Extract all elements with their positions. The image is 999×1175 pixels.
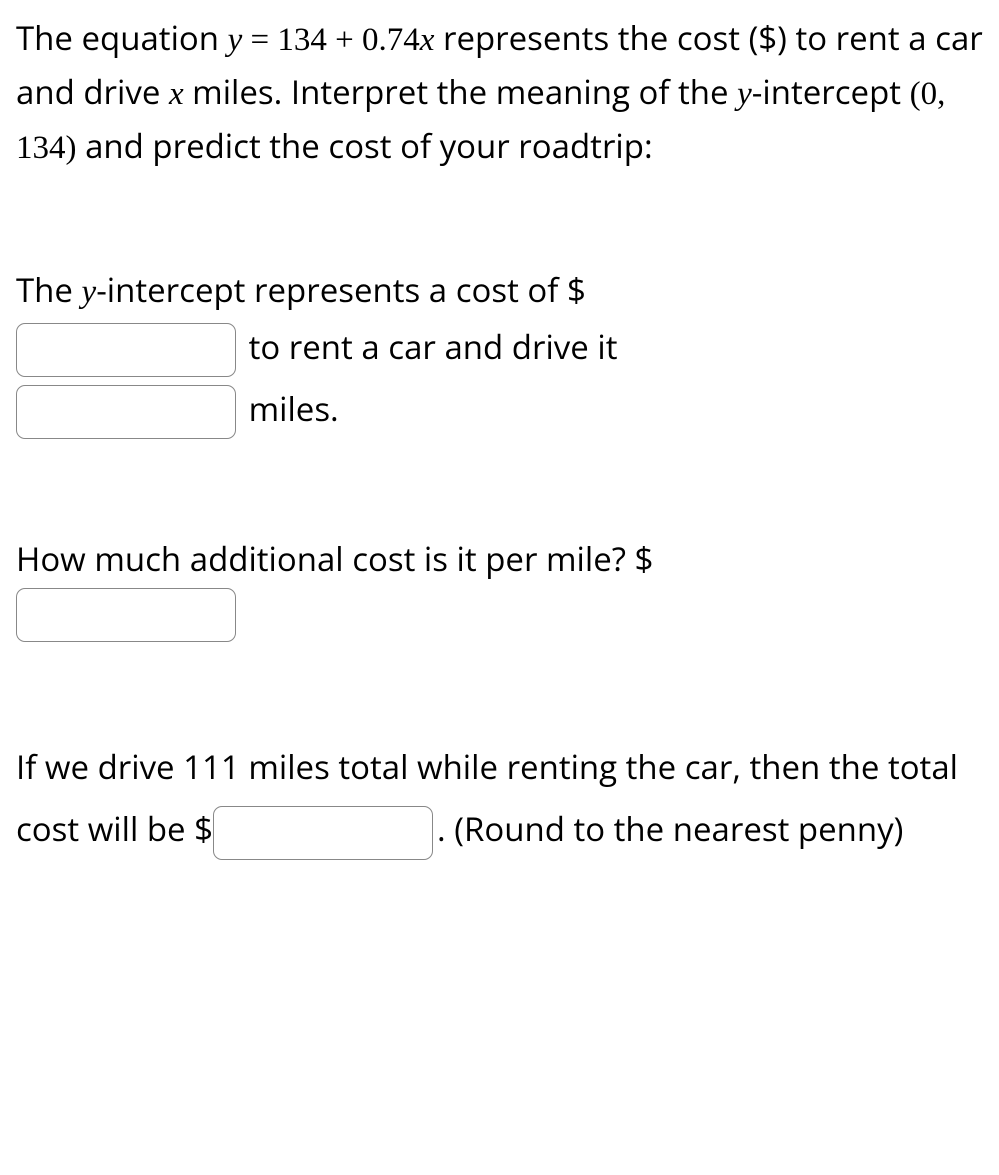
total-cost-input[interactable] bbox=[213, 806, 433, 860]
math-const-a: 134 bbox=[277, 22, 327, 58]
math-y: y bbox=[82, 274, 97, 310]
intercept-y: 134 bbox=[16, 130, 66, 166]
math-y: y bbox=[737, 76, 752, 112]
math-plus: + bbox=[327, 22, 362, 58]
text: and predict the cost of your roadtrip: bbox=[77, 123, 653, 168]
intercept-x: 0 bbox=[921, 76, 938, 112]
math-x: x bbox=[169, 76, 184, 112]
math-equals: = bbox=[242, 22, 277, 58]
text: . (Round to the nearest penny) bbox=[437, 806, 903, 851]
text: -intercept bbox=[752, 69, 910, 114]
paren-close: ) bbox=[66, 130, 77, 166]
math-y: y bbox=[228, 22, 243, 58]
text: How much additional cost is it per mile?… bbox=[16, 536, 653, 581]
question-1: The y-intercept represents a cost of $ t… bbox=[16, 264, 983, 442]
comma: , bbox=[937, 76, 945, 112]
miles-input[interactable] bbox=[16, 385, 236, 439]
math-const-b: 0.74 bbox=[362, 22, 420, 58]
text: miles. Interpret the meaning of the bbox=[184, 69, 738, 114]
text: The equation bbox=[16, 15, 228, 60]
per-mile-cost-input[interactable] bbox=[16, 588, 236, 642]
problem-statement: The equation y = 134 + 0.74x represents … bbox=[16, 12, 983, 174]
paren-open: ( bbox=[910, 76, 921, 112]
question-3: If we drive 111 miles total while rentin… bbox=[16, 736, 983, 864]
text: to rent a car and drive it bbox=[249, 323, 618, 368]
cost-input[interactable] bbox=[16, 323, 236, 377]
text: miles. bbox=[249, 385, 339, 430]
text: The bbox=[16, 267, 82, 312]
text: -intercept represents a cost of $ bbox=[96, 267, 586, 312]
math-x: x bbox=[420, 22, 435, 58]
question-2: How much additional cost is it per mile?… bbox=[16, 533, 983, 646]
